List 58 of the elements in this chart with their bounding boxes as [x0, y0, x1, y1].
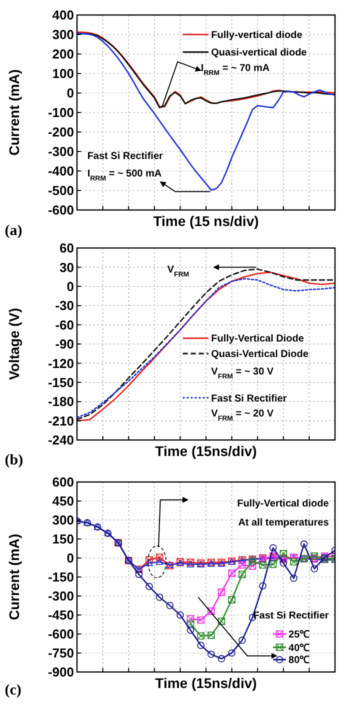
annotation: I$_{RRM}$ = ~ 70 mA	[200, 63, 270, 77]
y-tick-label: -600	[48, 202, 74, 218]
y-tick-label: -300	[48, 144, 74, 160]
annotation: Fully-Vertical diode	[237, 498, 330, 510]
annotation: Fast Si Rectifier	[87, 150, 164, 162]
y-tick-label: -600	[48, 626, 74, 642]
y-tick-label: -150	[48, 570, 74, 585]
y-tick-label: -30	[55, 298, 74, 314]
annotation: V$_{FRM}$ = ~ 30 V	[211, 366, 274, 380]
y-tick-label: 0	[66, 278, 74, 294]
y-tick-label: 30	[60, 260, 74, 275]
y-tick-label: -100	[48, 105, 74, 120]
text: (b)	[4, 452, 24, 468]
y-axis-title: Current (mA)	[6, 534, 22, 620]
y-tick-label: 400	[52, 8, 74, 23]
y-tick-label: -400	[48, 164, 74, 179]
y-tick-label: -90	[55, 336, 74, 352]
legend-label: Fully-Vertical Diode	[211, 334, 304, 345]
y-tick-label: -450	[48, 608, 74, 623]
y-tick-label: 60	[60, 240, 74, 256]
y-tick-label: 0	[66, 86, 74, 101]
legend-label: Quasi-Vertical Diode	[211, 349, 309, 360]
text: (a)	[4, 222, 22, 239]
y-axis-title: Voltage (V)	[6, 308, 22, 380]
y-tick-label: 200	[52, 46, 74, 62]
y-tick-label: -120	[48, 356, 74, 371]
x-axis-title: Time (15 ns/div)	[153, 213, 259, 229]
y-tick-label: 0	[66, 550, 74, 566]
legend-label: 25℃	[288, 630, 310, 640]
y-tick-label: 100	[52, 66, 74, 82]
legend-label: Fast Si Rectifier	[211, 393, 287, 404]
annotation: V$_{FRM}$	[167, 264, 190, 278]
y-tick-label: -750	[48, 646, 74, 661]
y-tick-label: 450	[52, 494, 74, 509]
y-tick-label: -150	[48, 374, 74, 390]
x-axis-title: Time (15ns/div)	[155, 443, 257, 459]
y-tick-label: -200	[48, 124, 74, 140]
legend-label: Quasi-vertical diode	[211, 48, 308, 59]
legend-label: Fully-vertical diode	[211, 30, 303, 41]
y-tick-label: -900	[48, 664, 74, 680]
y-tick-label: -500	[48, 183, 74, 198]
y-tick-label: -240	[48, 432, 74, 448]
y-tick-label: 300	[52, 27, 74, 42]
y-tick-label: -60	[55, 317, 74, 332]
annotation: V$_{FRM}$ = ~ 20 V	[211, 408, 274, 422]
x-axis-title: Time (15ns/div)	[155, 675, 257, 691]
legend-label: 80℃	[288, 655, 310, 666]
y-tick-label: -300	[48, 588, 74, 604]
y-axis-title: Current (mA)	[6, 69, 22, 156]
y-tick-label: 300	[52, 512, 74, 528]
y-tick-label: -180	[48, 394, 74, 410]
text: (c)	[4, 682, 22, 698]
legend-label: 40℃	[288, 642, 310, 654]
y-tick-label: 150	[52, 532, 74, 547]
y-tick-label: 600	[52, 474, 74, 490]
annotation: At all temperatures	[238, 517, 330, 528]
annotation: I$_{RRM}$ = ~ 500 mA	[87, 168, 162, 182]
y-tick-label: -210	[48, 413, 74, 428]
